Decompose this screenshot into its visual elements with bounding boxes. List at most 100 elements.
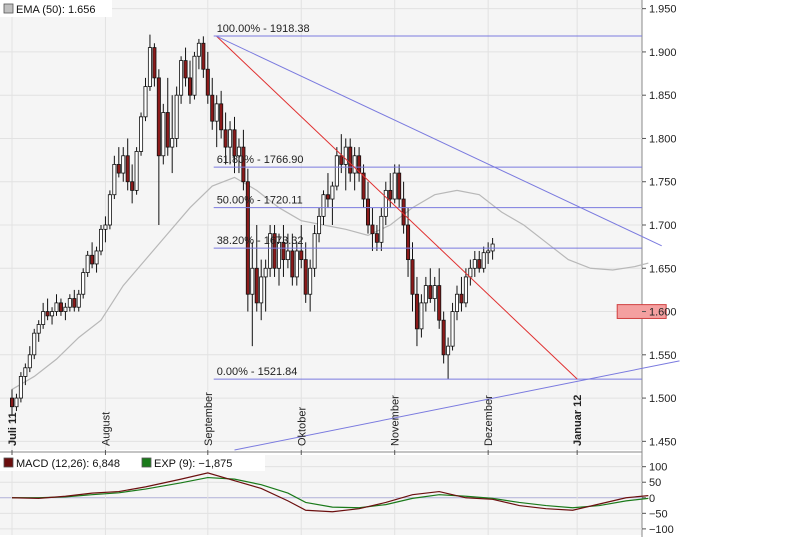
candle-body	[18, 376, 23, 399]
macd-y-tick-label: 50	[649, 477, 661, 489]
y-tick-label: 1.450	[649, 436, 677, 448]
y-tick-label: 1.900	[649, 47, 677, 59]
candle-body	[116, 164, 121, 174]
candle-body	[161, 112, 166, 157]
candle-body	[299, 250, 304, 261]
fib-level-label: 50.00% - 1720.11	[217, 195, 303, 207]
candle-body	[41, 311, 46, 325]
candle-body	[23, 367, 28, 377]
candle-body	[130, 181, 135, 191]
candle-body	[317, 215, 322, 235]
candle-body	[63, 306, 68, 312]
candle-body	[321, 194, 326, 217]
candle-body	[250, 267, 255, 295]
candle-body	[263, 267, 268, 278]
candle-body	[357, 155, 362, 174]
candle-body	[343, 146, 348, 165]
candle-body	[214, 103, 219, 122]
candle-body	[90, 254, 95, 265]
candle-body	[441, 319, 446, 356]
candle-body	[463, 276, 468, 304]
candle-body	[472, 259, 477, 269]
candle-body	[383, 189, 388, 217]
y-tick-label: 1.950	[649, 4, 677, 16]
candle-body	[139, 116, 144, 152]
candle-body	[397, 172, 402, 200]
candle-body	[276, 241, 281, 269]
candle-body	[312, 233, 317, 269]
macd-line	[11, 472, 649, 513]
candle-body	[143, 86, 148, 118]
candle-body	[454, 293, 459, 312]
fib-level-label: 100.00% - 1918.38	[217, 23, 310, 35]
candle-body	[259, 276, 264, 304]
candle-body	[192, 55, 197, 96]
y-tick-label: 1.750	[649, 177, 677, 189]
x-tick-label: November	[390, 395, 402, 446]
candle-body	[121, 155, 126, 174]
candle-body	[370, 224, 375, 235]
candle-body	[58, 302, 63, 312]
candle-body	[187, 77, 192, 96]
fib-level-label: 38.20% - 1673.32	[217, 235, 304, 247]
candle-body	[50, 311, 55, 317]
candle-body	[134, 151, 139, 191]
candle-body	[183, 60, 188, 79]
candle-body	[94, 250, 99, 265]
candle-body	[468, 267, 473, 278]
macd-y-tick-label: 0	[649, 493, 655, 505]
candle-body	[388, 189, 393, 200]
candle-body	[205, 68, 210, 96]
x-tick-label: Oktober	[296, 407, 308, 446]
candle-body	[147, 47, 152, 87]
candle-body	[348, 146, 353, 174]
y-tick-label: 1.650	[649, 263, 677, 275]
candle-body	[401, 198, 406, 226]
candle-body	[254, 267, 259, 304]
candle-body	[107, 194, 112, 226]
ema-legend-swatch	[3, 3, 14, 14]
candle-body	[365, 198, 370, 226]
candle-body	[334, 155, 339, 187]
candle-body	[308, 267, 313, 295]
macd-legend-background	[0, 455, 265, 471]
candle-body	[459, 293, 464, 304]
candle-body	[228, 129, 233, 148]
candle-body	[437, 285, 442, 321]
candle-body	[361, 172, 366, 200]
candle-body	[330, 185, 335, 200]
candle-body	[232, 129, 237, 157]
candle-body	[179, 60, 184, 96]
candle-body	[325, 194, 330, 200]
candle-body	[165, 112, 170, 148]
x-tick-label: Dezember	[483, 395, 495, 446]
candle-body	[9, 397, 14, 408]
candle-body	[379, 215, 384, 243]
candle-body	[481, 252, 486, 269]
candle-body	[125, 155, 130, 183]
candle-body	[27, 354, 32, 369]
candle-body	[303, 259, 308, 295]
candle-body	[414, 293, 419, 330]
candle-body	[210, 94, 215, 122]
fib-level-label: 0.00% - 1521.84	[217, 366, 298, 378]
candle-body	[290, 250, 295, 278]
blue-trendline	[216, 35, 662, 247]
candle-body	[374, 233, 379, 243]
candle-body	[196, 42, 201, 57]
candle-body	[450, 311, 455, 347]
candle-body	[156, 77, 161, 157]
candle-body	[268, 233, 273, 269]
red-trendline	[216, 35, 578, 380]
x-tick-label: Januar 12	[572, 395, 584, 446]
candle-body	[236, 146, 241, 157]
signal-line	[12, 476, 649, 509]
y-tick-label: 1.800	[649, 133, 677, 145]
candle-body	[223, 129, 228, 148]
target-zone-box	[616, 304, 667, 319]
candle-body	[152, 47, 157, 79]
fib-level-label: 61.80% - 1766.90	[217, 154, 304, 166]
y-tick-label: 1.550	[649, 350, 677, 362]
candle-body	[392, 172, 397, 200]
ema-legend-background	[0, 0, 112, 17]
